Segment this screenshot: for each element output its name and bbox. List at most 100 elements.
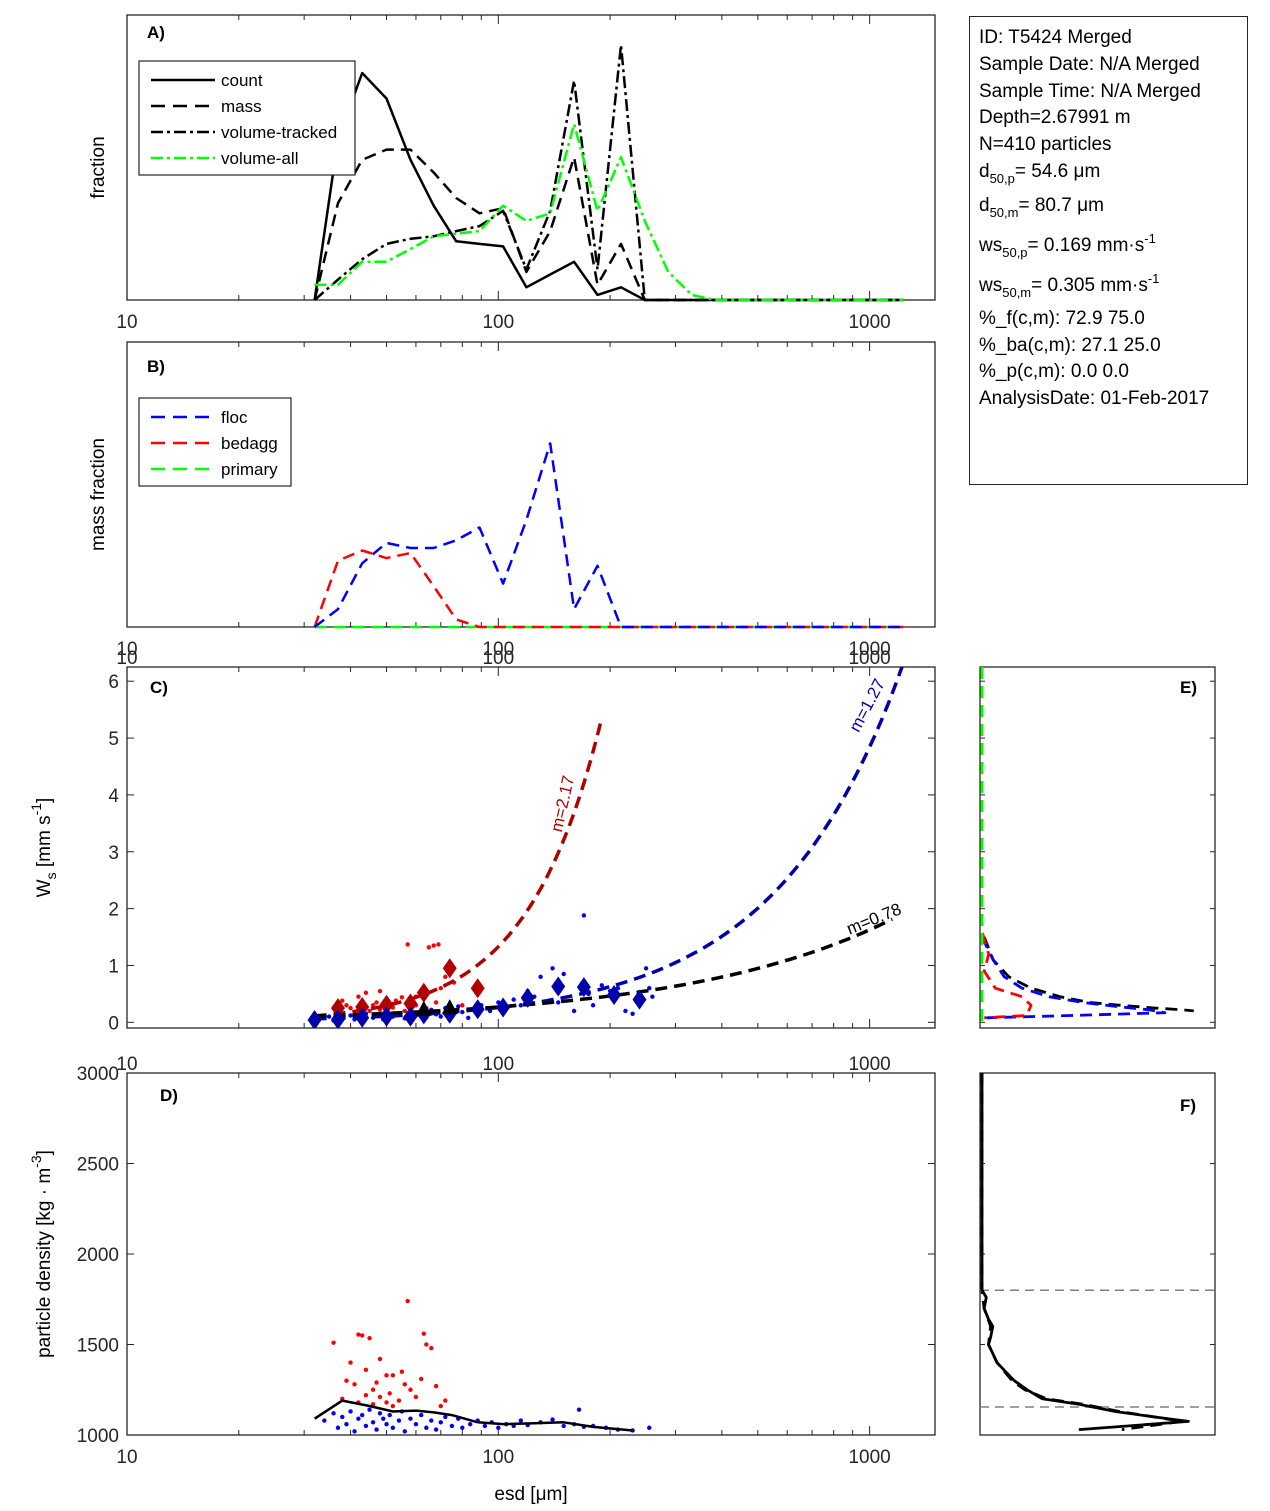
bedagg-point <box>367 1008 372 1014</box>
mean-diamond <box>551 976 566 997</box>
floc-point <box>456 1004 461 1009</box>
floc-point <box>348 1013 353 1018</box>
series-line-bedagg <box>313 549 904 629</box>
legend-entry: volume-all <box>221 149 298 168</box>
bedagg-point <box>352 1382 357 1387</box>
floc-point <box>381 1416 386 1421</box>
panel-label: D) <box>160 1086 178 1105</box>
bedagg-point <box>387 1391 392 1396</box>
legend-entry: mass <box>221 97 262 116</box>
floc-point <box>449 1423 455 1429</box>
bedagg-point <box>377 1394 383 1400</box>
mean-diamond <box>379 1006 394 1027</box>
x-tick-label: 100 <box>482 312 514 333</box>
bedagg-point <box>433 1000 439 1005</box>
mean-diamond <box>496 997 511 1018</box>
axis-label-part: ] <box>34 1150 55 1155</box>
info-sample-time: Sample Time: N/A Merged <box>979 80 1201 102</box>
bedagg-point <box>363 1367 369 1373</box>
fit-annotation: m=1.27 <box>845 676 889 735</box>
floc-point <box>408 1416 413 1421</box>
bedagg-point <box>436 942 441 947</box>
info-pct-primary: %_p(c,m): 0.0 0.0 <box>979 361 1129 383</box>
panel-label: A) <box>147 23 165 42</box>
d50p-sub: 50,p <box>989 170 1015 186</box>
bedagg-point <box>384 1400 389 1405</box>
bedagg-point <box>344 1003 349 1008</box>
mean-diamond <box>470 978 485 999</box>
floc-point <box>460 1425 465 1430</box>
bedagg-point <box>419 1376 424 1382</box>
ws50p-sup: -1 <box>1144 230 1156 246</box>
floc-point <box>466 1015 471 1020</box>
panel-c-plot <box>307 667 904 1028</box>
floc-point <box>556 1000 561 1005</box>
bedagg-point <box>443 974 448 980</box>
info-pct-bedagg: %_ba(c,m): 27.1 25.0 <box>979 334 1161 356</box>
bedagg-point <box>363 1392 369 1398</box>
x-tick-label: 1000 <box>848 639 890 660</box>
series-line-floc <box>980 936 1167 1020</box>
floc-point <box>396 1418 402 1423</box>
y-tick-label: 1500 <box>77 1336 119 1357</box>
axis-label-part: -3 <box>28 1155 44 1168</box>
floc-point <box>538 974 543 980</box>
panel-d: 10 10 100 100 1000 1000 1000 1500 2000 2500 3000 D)… <box>28 1054 936 1505</box>
floc-point <box>518 1003 524 1008</box>
mean-diamond <box>330 1009 345 1028</box>
info-particle-count: N=410 particles <box>979 134 1112 156</box>
floc-point <box>370 1420 376 1425</box>
bedagg-point <box>360 1333 365 1338</box>
floc-point <box>438 1420 443 1425</box>
x-tick-label-top: 10 <box>116 1054 137 1075</box>
mean-diamond <box>632 989 647 1010</box>
mean-diamond <box>470 999 485 1020</box>
floc-point <box>643 966 649 971</box>
info-depth: Depth=2.67991 m <box>979 107 1131 129</box>
d50m-value: = 80.7 μm <box>1018 194 1104 216</box>
axis-label-part: ] <box>34 798 55 803</box>
floc-point <box>623 1008 628 1014</box>
bedagg-point <box>438 1403 443 1409</box>
x-tick-label-top: 100 <box>482 1054 514 1075</box>
bedagg-point <box>443 1398 448 1403</box>
bedagg-point <box>377 1356 383 1362</box>
axes-box <box>126 14 936 301</box>
legend-entry: volume-tracked <box>221 123 337 142</box>
y-tick-label: 3 <box>108 843 119 864</box>
floc-point <box>561 1423 566 1429</box>
legend-entry: count <box>221 71 263 90</box>
y-tick-label: 0 <box>108 1013 119 1034</box>
bedagg-point <box>377 988 383 994</box>
bedagg-point <box>402 1382 408 1387</box>
floc-point <box>424 1425 429 1430</box>
axis-label-part: -1 <box>28 803 44 816</box>
ws50m-sup: -1 <box>1147 270 1160 286</box>
y-axis-label: Ws [mm s-1] <box>28 798 59 898</box>
floc-point <box>571 1008 577 1014</box>
x-tick-label-top: 100 <box>482 648 514 669</box>
y-tick-label: 5 <box>108 729 119 750</box>
bedagg-point <box>374 1380 379 1385</box>
panel-c: 10 100 1000 0 1 2 3 4 5 6 m=2.17 m=1.27 m=0.78 C) Ws [… <box>28 648 936 1034</box>
y-tick-label: 1 <box>108 956 119 977</box>
panel-f: F) <box>979 1072 1216 1436</box>
legend-entry: bedagg <box>221 434 278 453</box>
mean-diamond <box>355 1007 370 1028</box>
bedagg-point <box>399 995 405 1000</box>
floc-point <box>356 1416 361 1421</box>
mean-diamond <box>403 1006 418 1027</box>
ws50p-label: ws <box>979 234 1003 256</box>
sample-info-box: ID: T5424 Merged Sample Date: N/A Merged… <box>969 16 1248 485</box>
x-tick-label-top: 1000 <box>848 648 890 669</box>
panel-label: E) <box>1180 678 1197 697</box>
x-tick-label: 1000 <box>848 312 890 333</box>
floc-point <box>561 971 566 977</box>
legend-entry: floc <box>221 408 248 427</box>
ws50p-sub: 50,p <box>1002 244 1028 260</box>
floc-point <box>550 966 555 971</box>
floc-point <box>377 1411 383 1416</box>
x-tick-label: 10 <box>116 1447 137 1468</box>
panel-label: C) <box>150 678 168 697</box>
series-line-all <box>982 936 1194 1013</box>
